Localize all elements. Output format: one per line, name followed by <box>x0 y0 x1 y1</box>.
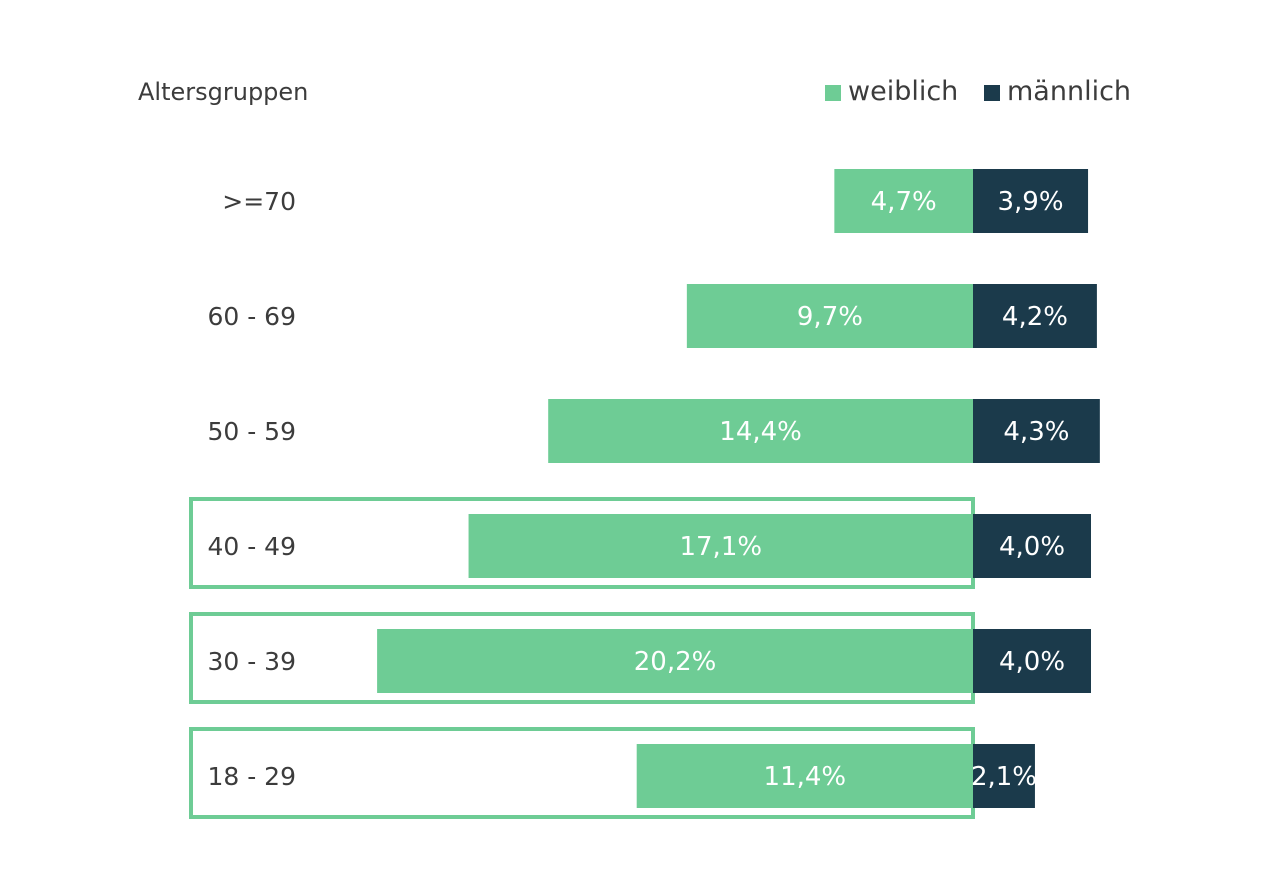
bar-maennlich-30-39 <box>973 629 1091 693</box>
bar-label-maennlich-60-69: 4,2% <box>1002 302 1068 332</box>
bar-maennlich-70 <box>973 169 1089 233</box>
category-label-70: >=70 <box>222 187 296 216</box>
bar-maennlich-60-69 <box>973 284 1097 348</box>
legend-label-weiblich: weiblich <box>848 76 958 107</box>
bar-label-weiblich-60-69: 9,7% <box>797 302 863 332</box>
category-label-60-69: 60 - 69 <box>207 302 296 331</box>
bar-label-weiblich-50-59: 14,4% <box>719 417 802 447</box>
bar-maennlich-40-49 <box>973 514 1091 578</box>
bar-label-weiblich-40-49: 17,1% <box>679 532 762 562</box>
legend-swatch-maennlich <box>984 85 1000 101</box>
bar-weiblich-50-59 <box>548 399 973 463</box>
category-label-18-29: 18 - 29 <box>207 762 296 791</box>
bar-label-maennlich-70: 3,9% <box>997 187 1063 217</box>
bar-label-maennlich-30-39: 4,0% <box>999 647 1065 677</box>
legend-label-maennlich: männlich <box>1007 76 1131 107</box>
bar-label-maennlich-50-59: 4,3% <box>1003 417 1069 447</box>
bar-weiblich-40-49 <box>468 514 973 578</box>
bar-weiblich-18-29 <box>636 744 973 808</box>
legend-swatch-weiblich <box>825 85 841 101</box>
category-label-30-39: 30 - 39 <box>207 647 296 676</box>
bar-label-weiblich-18-29: 11,4% <box>764 762 847 792</box>
bar-label-weiblich-70: 4,7% <box>871 187 937 217</box>
bar-weiblich-30-39 <box>377 629 974 693</box>
category-labels: >=70 60 - 69 50 - 59 40 - 49 30 - 39 18 - 29 <box>207 187 296 791</box>
bar-maennlich-50-59 <box>973 399 1100 463</box>
y-axis-title: Altersgruppen <box>138 78 308 106</box>
category-label-50-59: 50 - 59 <box>207 417 296 446</box>
bar-label-maennlich-40-49: 4,0% <box>999 532 1065 562</box>
category-label-40-49: 40 - 49 <box>207 532 296 561</box>
legend: weiblich männlich <box>825 76 1131 107</box>
bar-maennlich-18-29 <box>973 744 1035 808</box>
bars: 4,7% 3,9% 9,7% 4,2% 14,4% 4,3% 17,1% 4,0% 20,2% 4… <box>377 169 1100 808</box>
bar-label-maennlich-18-29: 2,1% <box>971 762 1037 792</box>
bar-weiblich-70 <box>834 169 973 233</box>
bar-label-weiblich-30-39: 20,2% <box>634 647 717 677</box>
bar-weiblich-60-69 <box>686 284 973 348</box>
